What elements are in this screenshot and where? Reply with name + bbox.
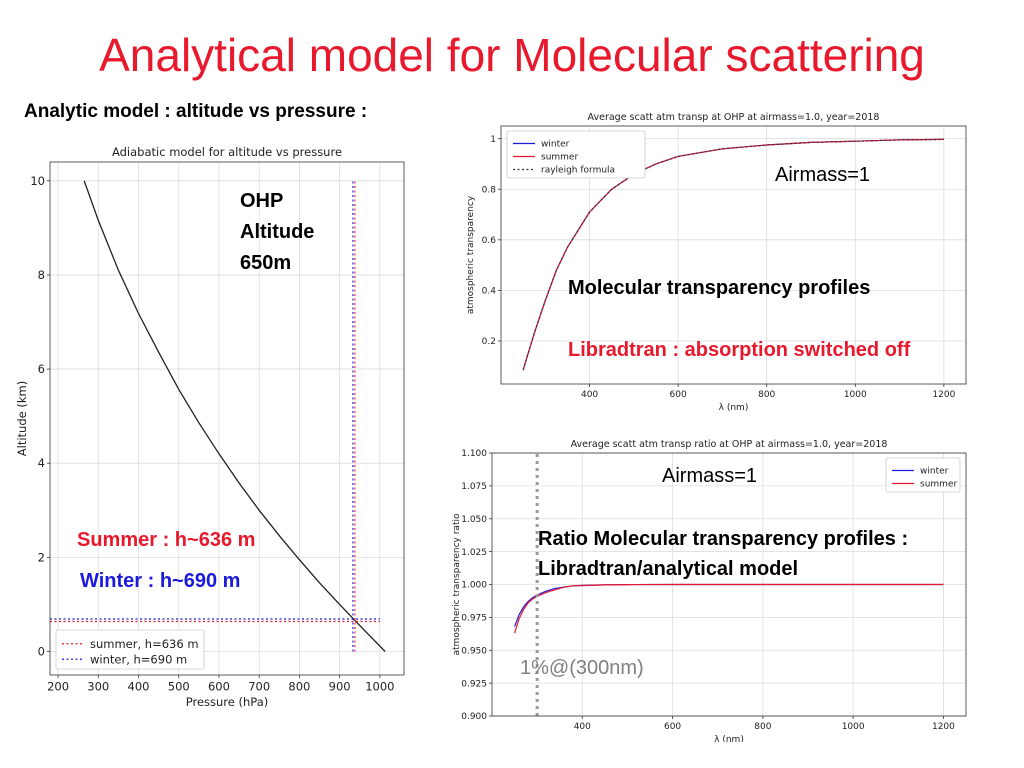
x-tick-label: 1000 — [365, 680, 394, 694]
y-tick-label: 4 — [38, 456, 45, 470]
x-tick-label: 1200 — [932, 390, 955, 400]
winter-note: Winter : h~690 m — [80, 570, 241, 592]
y-tick-label: 8 — [38, 268, 45, 282]
chart-title: Average scatt atm transp ratio at OHP at… — [571, 439, 888, 450]
ratio-note-line1: Ratio Molecular transparency profiles : — [538, 528, 909, 550]
chart-title: Average scatt atm transp at OHP at airma… — [588, 112, 880, 123]
x-tick-label: 1000 — [842, 722, 865, 732]
x-tick-label: 600 — [670, 390, 687, 400]
slide-title: Analytical model for Molecular scatterin… — [99, 29, 925, 81]
libradtran-note: Libradtran : absorption switched off — [568, 339, 911, 361]
x-tick-label: 300 — [87, 680, 109, 694]
ratio-note-line2: Libradtran/analytical model — [538, 558, 799, 580]
ohp-altitude-note: OHP Altitude 650m — [240, 186, 314, 279]
y-tick-label: 0.6 — [482, 236, 497, 246]
x-tick-label: 600 — [208, 680, 230, 694]
y-axis-label: Altitude (km) — [15, 381, 29, 456]
legend-box — [506, 130, 646, 179]
ohp-note-line3: 650m — [240, 252, 292, 274]
x-tick-label: 400 — [581, 390, 598, 400]
x-tick-label: 800 — [288, 680, 310, 694]
series-line — [83, 180, 386, 652]
one-percent-note: 1%@(300nm) — [520, 657, 644, 679]
y-tick-label: 0 — [38, 644, 45, 658]
molecular-profiles-note: Molecular transparency profiles — [568, 277, 871, 299]
x-axis-label: λ (nm) — [719, 403, 749, 413]
y-tick-label: 0.2 — [482, 337, 496, 347]
y-tick-label: 0.4 — [482, 287, 497, 297]
y-tick-label: 1.000 — [461, 581, 487, 591]
y-tick-label: 0.925 — [461, 679, 487, 689]
y-tick-label: 0.950 — [461, 646, 487, 656]
legend-label: winter — [920, 467, 949, 477]
legend-label: summer — [920, 480, 957, 490]
x-axis-label: λ (nm) — [714, 735, 744, 742]
plot-frame — [491, 452, 967, 717]
x-tick-label: 400 — [574, 722, 591, 732]
legend-label: summer — [541, 153, 578, 163]
x-tick-label: 1000 — [844, 390, 867, 400]
y-tick-label: 6 — [38, 362, 45, 376]
series-line — [514, 583, 944, 634]
transparency-chart: 400 600 800 1000 1200 0.2 0.4 0.6 0.8 1 Average sc… — [466, 112, 967, 413]
legend-label: winter, h=690 m — [90, 652, 187, 666]
ratio-profiles-note: Ratio Molecular transparency profiles : … — [538, 524, 908, 584]
x-tick-label: 900 — [329, 680, 351, 694]
plot-frame — [49, 161, 405, 676]
x-tick-label: 600 — [664, 722, 681, 732]
y-tick-label: 0.8 — [482, 185, 497, 195]
ohp-note-line1: OHP — [240, 190, 284, 212]
airmass-note-top: Airmass=1 — [775, 164, 871, 186]
transparency-ratio-chart: 400 600 800 1000 1200 0.900 0.925 0.950 0.975 1.0… — [452, 439, 967, 742]
ohp-note-line2: Altitude — [240, 221, 315, 243]
x-tick-label: 1200 — [932, 722, 955, 732]
y-tick-label: 0.975 — [461, 614, 487, 624]
y-tick-label: 2 — [38, 550, 45, 564]
y-tick-label: 1 — [490, 135, 496, 145]
slide-subtitle: Analytic model : altitude vs pressure : — [24, 101, 368, 122]
summer-note: Summer : h~636 m — [77, 529, 256, 551]
y-tick-label: 1.050 — [461, 515, 487, 525]
x-tick-label: 800 — [758, 390, 775, 400]
x-tick-label: 200 — [47, 680, 69, 694]
legend-box — [55, 629, 205, 670]
legend-label: rayleigh formula — [541, 166, 615, 176]
plot-frame — [500, 125, 967, 385]
x-tick-label: 800 — [754, 722, 771, 732]
chart-title: Adiabatic model for altitude vs pressure — [112, 145, 342, 159]
airmass-note-bottom: Airmass=1 — [662, 465, 758, 487]
legend-label: winter — [541, 140, 570, 150]
x-tick-label: 500 — [168, 680, 190, 694]
legend-label: summer, h=636 m — [90, 637, 199, 651]
y-axis-label: atmospheric transparency ratio — [452, 513, 462, 655]
altitude-pressure-chart: 200 300 400 500 600 700 800 900 1000 0 2 4 6 8 10 Adiab… — [15, 145, 405, 709]
y-tick-label: 0.900 — [461, 712, 487, 722]
plot-area — [50, 162, 404, 675]
y-axis-label: atmospheric transparency — [466, 195, 476, 314]
y-tick-label: 10 — [30, 174, 45, 188]
y-tick-label: 1.025 — [461, 548, 487, 558]
y-tick-label: 1.100 — [461, 449, 487, 459]
y-tick-label: 1.075 — [461, 482, 487, 492]
x-axis-label: Pressure (hPa) — [186, 695, 269, 709]
x-tick-label: 400 — [128, 680, 150, 694]
x-tick-label: 700 — [248, 680, 270, 694]
